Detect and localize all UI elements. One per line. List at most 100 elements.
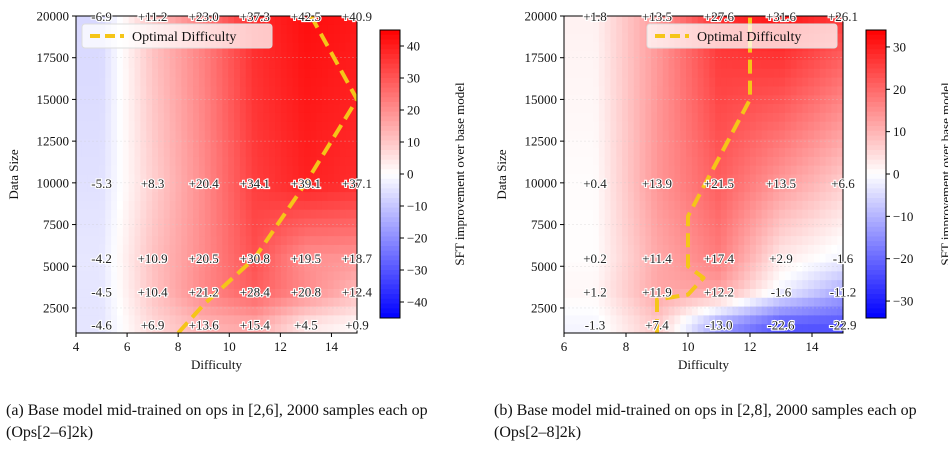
heatmap-cell (744, 297, 751, 308)
heatmap-cell (610, 200, 617, 211)
heatmap-cell (732, 236, 739, 246)
heatmap-cell (726, 244, 734, 255)
heatmap-cell (837, 288, 843, 299)
heatmap-cell (263, 148, 270, 158)
heatmap-cell (116, 315, 124, 325)
heatmap-cell (99, 200, 106, 211)
heatmap-cell (755, 95, 763, 105)
heatmap-cell (275, 112, 282, 123)
heatmap-cell (813, 236, 821, 246)
heatmap-cell (674, 183, 681, 193)
heatmap-cell (657, 244, 664, 255)
heatmap-cell (744, 183, 751, 193)
heatmap-cell (245, 209, 253, 220)
heatmap-cell (216, 192, 223, 202)
heatmap-cell (198, 306, 206, 316)
heatmap-cell (345, 130, 352, 140)
heatmap-cell (245, 183, 253, 193)
heatmap-cell (674, 165, 681, 176)
heatmap-cell (819, 95, 827, 105)
heatmap-cell (784, 209, 792, 220)
heatmap-cell (134, 139, 141, 149)
heatmap-cell (239, 51, 247, 61)
heatmap-cell (709, 192, 716, 202)
colorbar-segment (866, 183, 886, 189)
heatmap-cell (773, 236, 780, 246)
y-tick-label: 2500 (531, 300, 557, 315)
heatmap-cell (784, 156, 792, 167)
heatmap-cell (204, 200, 212, 211)
heatmap-cell (193, 51, 200, 61)
heatmap-cell (198, 324, 206, 333)
heatmap-cell (76, 156, 83, 167)
heatmap-cell (327, 77, 335, 88)
heatmap-cell (819, 297, 827, 308)
heatmap-cell (691, 227, 699, 237)
heatmap-cell (767, 51, 774, 61)
heatmap-cell (662, 200, 670, 211)
heatmap-cell (99, 77, 106, 88)
heatmap-cell (128, 95, 136, 105)
heatmap-cell (146, 68, 153, 79)
heatmap-cell (755, 16, 763, 26)
heatmap-cell (738, 95, 745, 105)
heatmap-cell (715, 16, 722, 26)
heatmap-cell (569, 130, 577, 140)
heatmap-cell (697, 297, 705, 308)
heatmap-cell (187, 306, 194, 316)
heatmap-cell (622, 192, 629, 202)
heatmap-cell (825, 306, 832, 316)
heatmap-cell (286, 42, 294, 52)
heatmap-cell (134, 227, 141, 237)
heatmap-cell (181, 315, 188, 325)
heatmap-cell (251, 288, 259, 299)
heatmap-cell (134, 174, 141, 184)
heatmap-cell (251, 95, 259, 105)
heatmap-cell (204, 156, 212, 167)
heatmap-cell (796, 288, 803, 299)
heatmap-cell (587, 218, 594, 228)
heatmap-cell (187, 16, 194, 26)
heatmap-cell (726, 218, 734, 228)
heatmap-cell (564, 112, 571, 123)
heatmap-cell (327, 236, 335, 246)
heatmap-cell (99, 315, 106, 325)
heatmap-cell (616, 297, 623, 308)
heatmap-cell (81, 262, 89, 272)
heatmap-cell (825, 236, 832, 246)
x-tick-label: 8 (175, 339, 182, 354)
heatmap-cell (286, 174, 294, 184)
heatmap-cell (146, 209, 153, 220)
heatmap-cell (193, 288, 200, 299)
heatmap-cell (662, 139, 670, 149)
heatmap-cell (674, 288, 681, 299)
colorbar-segment (866, 68, 886, 74)
heatmap-cell (767, 244, 774, 255)
heatmap-cell (709, 262, 716, 272)
heatmap-cell (610, 236, 617, 246)
heatmap-cell (610, 174, 617, 184)
heatmap-cell (310, 139, 317, 149)
heatmap-cell (784, 86, 792, 96)
heatmap-cell (316, 16, 323, 26)
heatmap-cell (204, 130, 212, 140)
heatmap-cell (263, 121, 270, 132)
heatmap-cell (122, 16, 130, 26)
heatmap-cell (564, 236, 571, 246)
heatmap-cell (198, 77, 206, 88)
heatmap-cell (575, 156, 583, 167)
heatmap-cell (761, 68, 769, 79)
heatmap-cell (564, 280, 571, 290)
heatmap-cell (333, 297, 341, 308)
heatmap-cell (825, 77, 832, 88)
heatmap-cell (116, 104, 124, 114)
heatmap-cell (333, 253, 341, 264)
colorbar-segment (380, 298, 400, 305)
heatmap-cell (175, 253, 182, 264)
heatmap-cell (163, 297, 171, 308)
heatmap-cell (122, 148, 130, 158)
heatmap-cell (234, 148, 241, 158)
heatmap-cell (575, 192, 583, 202)
heatmap-cell (228, 156, 235, 167)
heatmap-cell (87, 280, 95, 290)
